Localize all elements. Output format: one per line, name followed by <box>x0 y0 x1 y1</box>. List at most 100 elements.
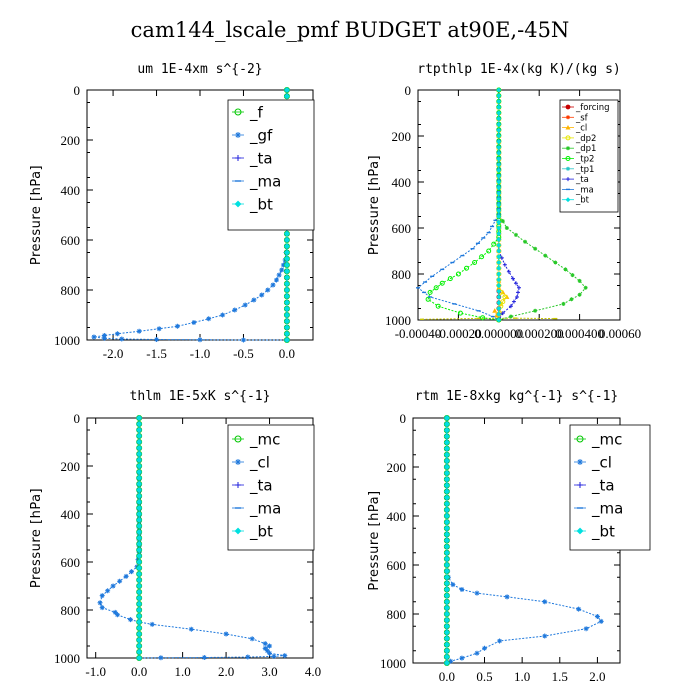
data-point <box>123 573 129 579</box>
x-tick-label: 1.0 <box>514 669 530 684</box>
y-tick-label: 1000 <box>54 651 80 666</box>
series-ma <box>416 89 501 321</box>
data-point <box>443 562 450 568</box>
data-point <box>188 626 194 632</box>
data-point <box>443 660 450 666</box>
data-point <box>99 593 105 599</box>
data-point <box>427 289 433 295</box>
data-point <box>496 133 502 139</box>
data-point <box>443 464 450 470</box>
data-point <box>443 488 450 495</box>
data-point <box>496 150 502 156</box>
data-point <box>283 312 290 318</box>
data-point <box>251 297 257 303</box>
panel-title: um 1E-4xm s^{-2} <box>137 62 262 77</box>
series-profile <box>420 317 558 321</box>
data-point <box>443 604 450 611</box>
data-point <box>283 324 290 331</box>
data-point <box>101 335 107 341</box>
data-point <box>97 600 103 606</box>
data-point <box>136 637 143 643</box>
data-point <box>496 242 502 248</box>
data-point <box>136 565 143 571</box>
data-point <box>496 237 502 242</box>
data-point <box>496 317 502 323</box>
data-point <box>443 451 450 458</box>
data-point <box>119 336 125 342</box>
legend-label: _ta <box>249 149 273 168</box>
x-tick-label: 0.0 <box>131 664 147 679</box>
data-point <box>500 311 505 316</box>
data-point <box>513 281 518 286</box>
data-point <box>496 231 502 237</box>
data-point <box>112 609 118 615</box>
data-point <box>443 592 450 599</box>
data-point <box>267 650 273 656</box>
data-point <box>496 208 502 214</box>
data-point <box>443 476 450 483</box>
y-tick-label: 0 <box>74 411 81 426</box>
data-point <box>443 439 450 446</box>
series-bt <box>136 415 143 661</box>
data-point <box>232 307 238 313</box>
data-point <box>496 127 502 133</box>
x-tick-label: 0.5 <box>476 669 492 684</box>
data-point <box>283 318 290 325</box>
data-point <box>598 618 604 624</box>
data-point <box>500 219 505 224</box>
data-point <box>271 653 277 659</box>
data-point <box>136 493 143 499</box>
data-point <box>443 555 450 562</box>
data-point <box>206 316 212 322</box>
data-point <box>149 621 155 627</box>
data-point <box>450 582 456 588</box>
data-point <box>245 654 251 660</box>
data-point <box>283 237 290 243</box>
data-point <box>500 299 506 305</box>
legend-label: _bt <box>575 196 590 206</box>
data-point <box>496 110 502 116</box>
data-point <box>443 586 450 593</box>
y-tick-label: 400 <box>61 183 81 198</box>
y-tick-label: 800 <box>392 267 412 282</box>
data-point <box>594 613 600 619</box>
data-point <box>259 292 265 298</box>
x-tick-label: 1.5 <box>552 669 568 684</box>
data-point <box>443 427 450 434</box>
data-point <box>283 93 290 100</box>
legend-label: _mc <box>249 430 280 449</box>
data-point <box>283 268 290 275</box>
data-point <box>496 191 502 196</box>
y-tick-label: 400 <box>61 507 81 522</box>
plot-frame <box>417 89 621 321</box>
data-point <box>496 173 502 179</box>
data-point <box>515 290 520 295</box>
chart-panel-2: rtpthlp 1E-4x(kg K)/(kg s) Pressure [hPa]… <box>367 62 641 341</box>
x-tick-label: 0.000400 <box>555 326 604 341</box>
data-point <box>496 260 502 265</box>
data-point <box>136 559 143 565</box>
data-point <box>129 569 135 575</box>
data-point <box>511 299 516 304</box>
data-point <box>491 241 497 247</box>
y-tick-label: 0 <box>74 83 81 98</box>
legend-label: _f <box>249 103 264 122</box>
data-point <box>496 139 502 145</box>
data-point <box>496 288 502 294</box>
data-point <box>136 451 143 457</box>
data-point <box>136 577 143 583</box>
data-point <box>496 219 502 225</box>
data-point <box>563 267 568 272</box>
series-bt <box>496 87 502 323</box>
data-point <box>443 635 450 642</box>
chart-panel-3: thlm 1E-5xK s^{-1} Pressure [hPa] 0 200 400 6… <box>29 389 321 679</box>
data-point <box>136 487 143 493</box>
legend: _f _gf _ta _ma _bt <box>227 99 315 231</box>
data-point <box>174 323 180 329</box>
data-point <box>136 547 143 553</box>
data-point <box>443 531 450 538</box>
data-point <box>496 185 502 191</box>
data-point <box>136 619 143 625</box>
y-tick-label: 1000 <box>385 313 411 328</box>
x-tick-label: -0.00020 <box>435 326 482 341</box>
